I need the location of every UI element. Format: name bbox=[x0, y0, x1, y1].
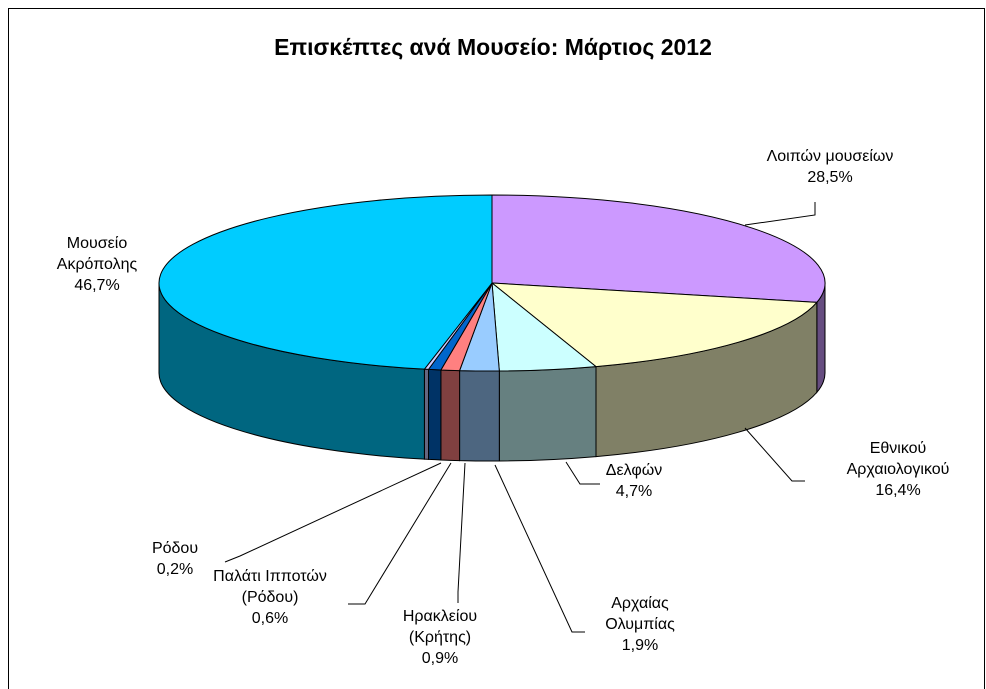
value-label: 0,2% bbox=[156, 561, 194, 578]
category-label: Ηρακλείου (Κρήτης) bbox=[402, 608, 478, 646]
data-label: Εθνικού Αρχαιολογικού 16,4% bbox=[847, 438, 950, 501]
category-label: Παλάτι Ιπποτών (Ρόδου) bbox=[213, 568, 327, 606]
leader-line bbox=[494, 464, 585, 633]
value-label: 0,9% bbox=[421, 650, 459, 667]
pie-side bbox=[440, 369, 461, 462]
leader-line bbox=[457, 462, 466, 603]
pie-side bbox=[428, 368, 442, 461]
chart-title: Επισκέπτες ανά Μουσείο: Μάρτιος 2012 bbox=[274, 34, 712, 60]
leader-lines bbox=[224, 202, 816, 633]
pie-side bbox=[498, 366, 597, 462]
leader-line bbox=[565, 461, 600, 485]
value-label: 0,6% bbox=[251, 610, 289, 627]
leader-line bbox=[744, 202, 816, 226]
value-label: 28,5% bbox=[807, 169, 853, 186]
category-label: Λοιπών μουσείων bbox=[766, 148, 894, 165]
category-label: Δελφών bbox=[605, 462, 663, 479]
data-label: Ρόδου 0,2% bbox=[152, 538, 198, 580]
value-label: 46,7% bbox=[74, 277, 120, 294]
leader-line bbox=[348, 462, 452, 605]
pie-slice bbox=[158, 194, 493, 370]
pie-side bbox=[423, 368, 430, 460]
pie-slice bbox=[490, 282, 818, 368]
data-label: Παλάτι Ιπποτών (Ρόδου) 0,6% bbox=[213, 566, 327, 629]
data-label: Δελφών 4,7% bbox=[606, 460, 662, 502]
pie-tops bbox=[158, 194, 826, 372]
value-label: 1,9% bbox=[621, 637, 659, 654]
category-label: Αρχαίας Ολυμπίας bbox=[605, 595, 675, 633]
category-label: Εθνικού Αρχαιολογικού bbox=[846, 440, 950, 478]
data-label: Αρχαίας Ολυμπίας 1,9% bbox=[605, 593, 675, 656]
value-label: 16,4% bbox=[875, 482, 921, 499]
chart-frame bbox=[8, 8, 985, 689]
category-label: Ρόδου bbox=[151, 540, 199, 557]
data-label: Λοιπών μουσείων 28,5% bbox=[767, 146, 894, 188]
leader-line bbox=[744, 427, 805, 482]
data-label: Ηρακλείου (Κρήτης) 0,9% bbox=[403, 606, 477, 669]
data-label: Μουσείο Ακρόπολης 46,7% bbox=[57, 233, 137, 296]
leader-line bbox=[224, 462, 442, 563]
category-label: Μουσείο Ακρόπολης bbox=[56, 235, 138, 273]
pie-side bbox=[459, 370, 500, 462]
pie-slice bbox=[491, 194, 826, 303]
value-label: 4,7% bbox=[615, 483, 653, 500]
